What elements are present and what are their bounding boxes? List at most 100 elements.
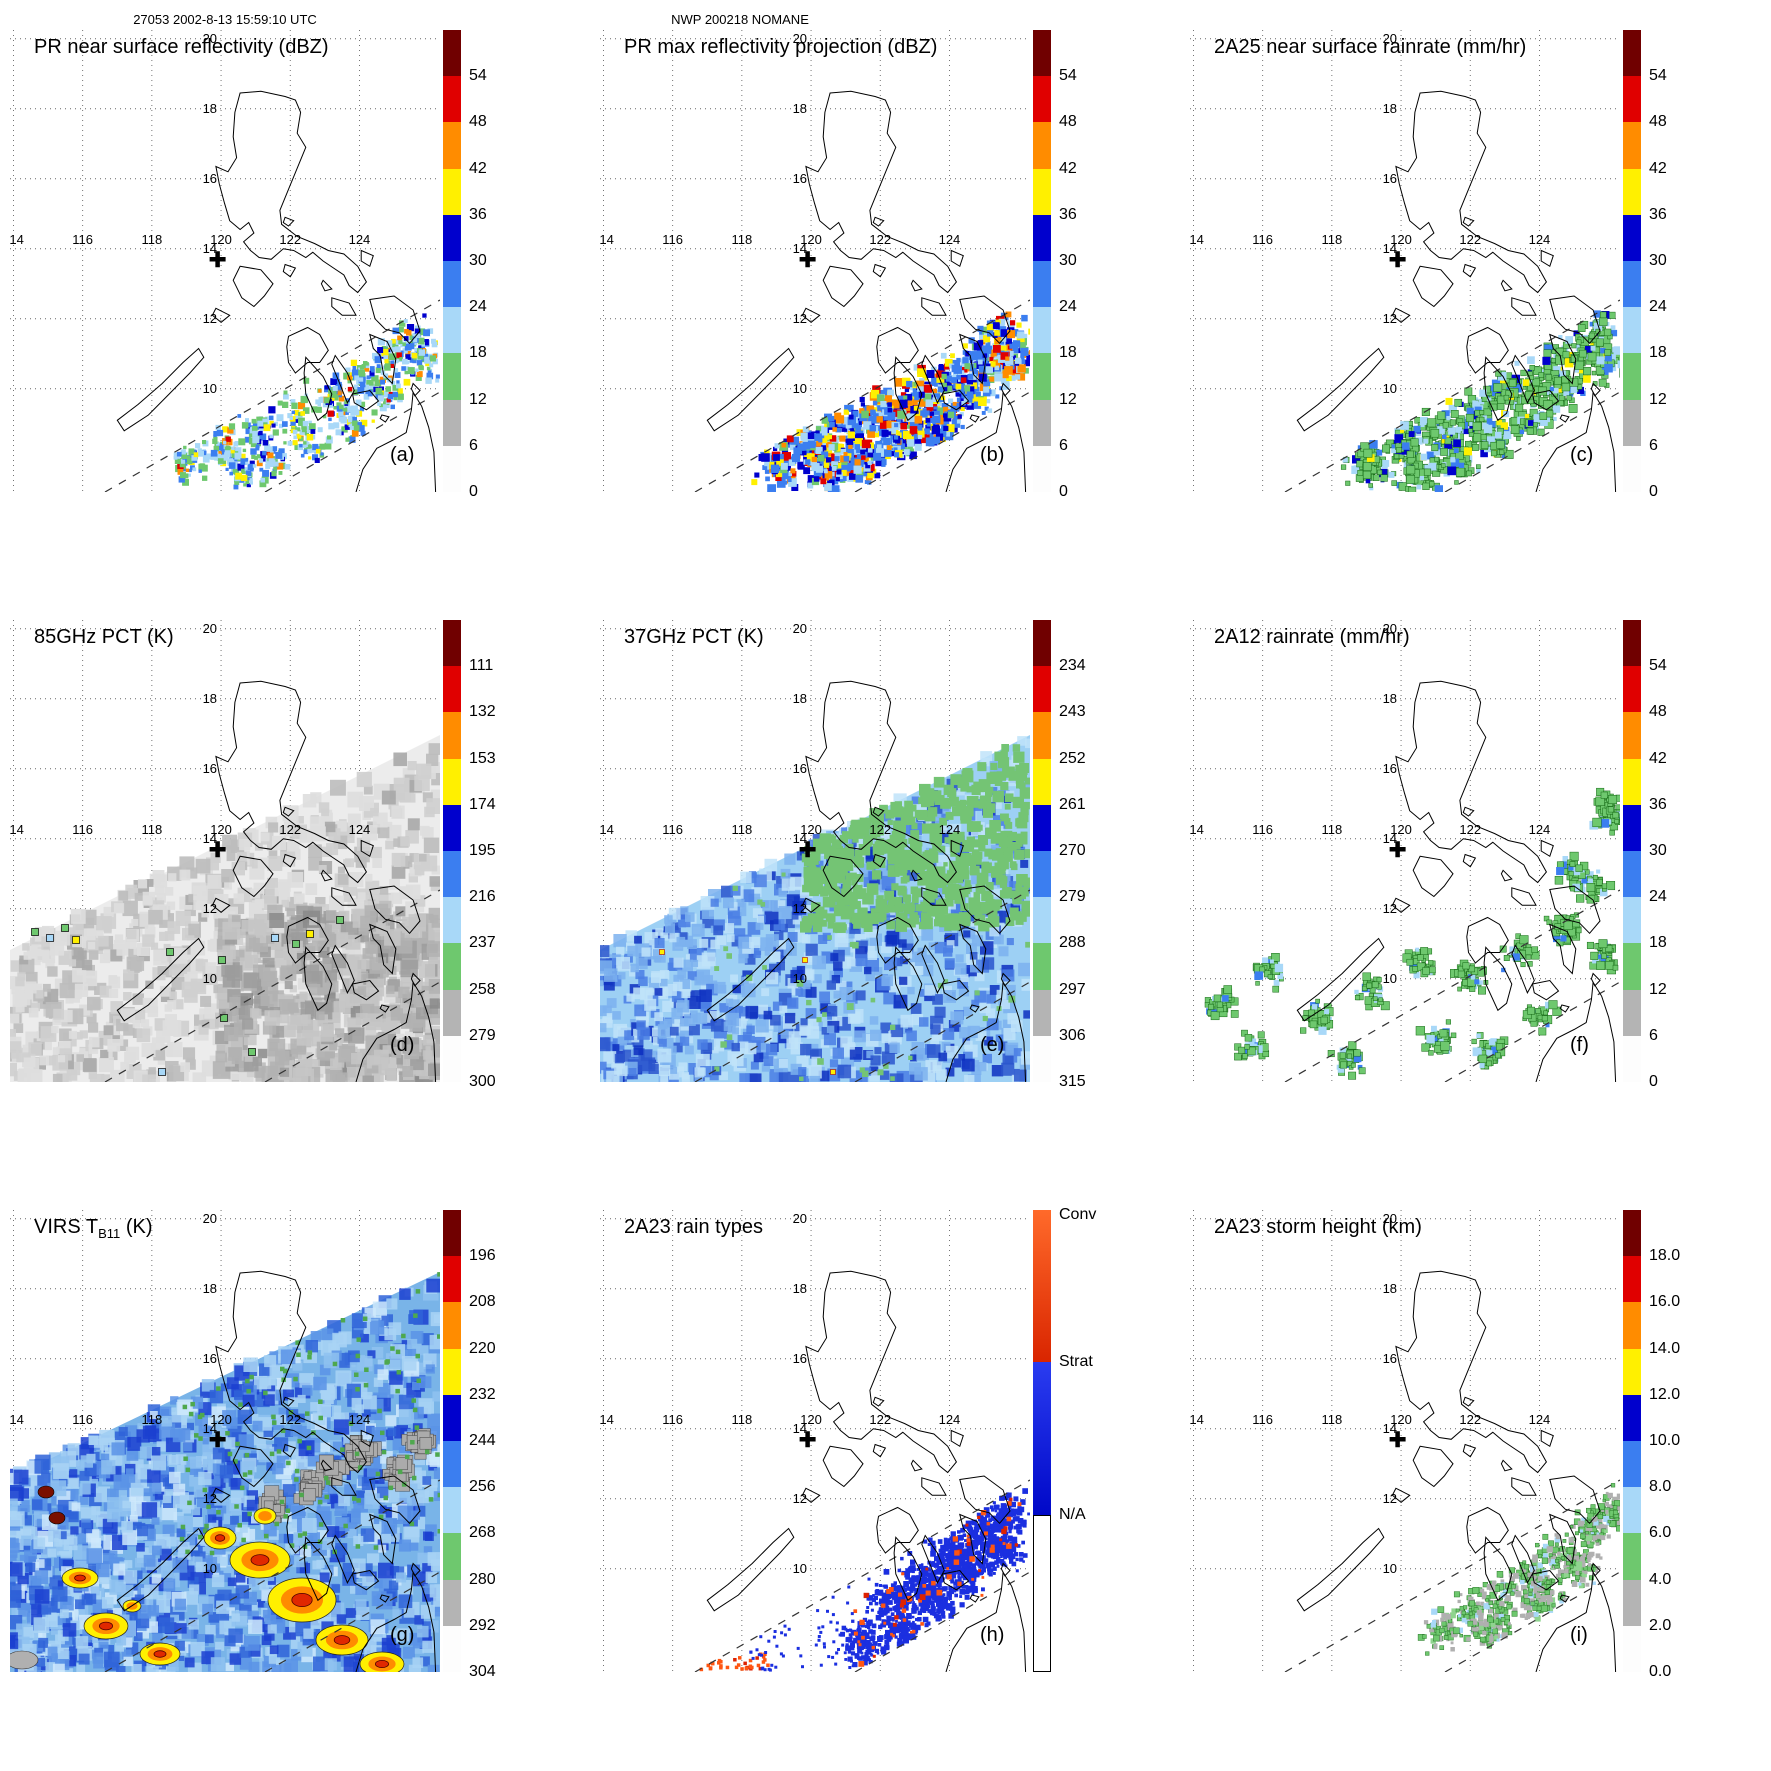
- coastline: [1296, 680, 1617, 1082]
- colorbar-segment: [1623, 261, 1641, 308]
- figure-id-label: NWP 200218 NOMANE: [671, 12, 809, 27]
- lat-label: 20: [1383, 1211, 1397, 1226]
- lat-label: 10: [203, 971, 217, 986]
- swath-edge-dashed-lines: [694, 1479, 1030, 1672]
- colorbar-tick-label: 6: [1649, 1026, 1658, 1044]
- lat-label: 10: [793, 1561, 807, 1576]
- lon-label: 118: [1321, 232, 1342, 247]
- colorbar-segment: [1033, 214, 1051, 261]
- lon-label: 116: [662, 1412, 683, 1427]
- colorbar-segment: [443, 353, 461, 400]
- swath-edge-dashed-lines: [694, 889, 1030, 1082]
- colorbar-segment: [1623, 307, 1641, 354]
- colorbar-segment: [1623, 989, 1641, 1036]
- title-subscript: B11: [98, 1226, 121, 1241]
- lon-label: 116: [72, 822, 93, 837]
- colorbar-tick-label: 24: [1649, 888, 1667, 906]
- colorbar-bar-c: [1623, 30, 1641, 492]
- colorbar-tick-label: 18: [469, 344, 487, 362]
- colorbar-tick-label: 297: [1059, 980, 1086, 998]
- colorbar-tick-label: 6: [1059, 436, 1068, 454]
- lat-label: 20: [793, 621, 807, 636]
- lon-label: 120: [210, 232, 232, 247]
- map-panel-c: 114 116 118 120 122 124 20 18 16 14 12 10: [1190, 30, 1620, 492]
- lat-label: 20: [1383, 621, 1397, 636]
- colorbar-tick-label: N/A: [1059, 1505, 1086, 1523]
- colorbar-bar-d: [443, 620, 461, 1082]
- swath-edge-dashed-lines: [1284, 1479, 1620, 1672]
- map-panel-d: 114 116 118 120 122 124 20 18 16 14 12 10: [10, 620, 440, 1082]
- colorbar-segment: [1623, 851, 1641, 898]
- colorbar-tick-label: 306: [1059, 1026, 1086, 1044]
- lon-label: 114: [10, 1412, 24, 1427]
- lat-label: 12: [793, 1491, 807, 1506]
- colorbar-g: 196 208 220 232 244 256 268 280 292 304: [443, 1210, 583, 1680]
- colorbar-tick-label: 42: [1059, 159, 1077, 177]
- lat-label: 18: [203, 101, 217, 116]
- colorbar-tick-label: 279: [1059, 888, 1086, 906]
- colorbar-tick-label: 8.0: [1649, 1478, 1672, 1496]
- lon-label: 120: [1390, 822, 1412, 837]
- corner-label-d: (d): [390, 1034, 415, 1056]
- colorbar-tick-label: 6: [469, 436, 478, 454]
- storm-center-marker: [1389, 251, 1406, 268]
- lon-label: 120: [800, 232, 822, 247]
- colorbar-segment: [1033, 353, 1051, 400]
- colorbar-tick-label: 30: [469, 252, 487, 269]
- lon-label: 120: [1390, 232, 1412, 247]
- lat-label: 16: [203, 1351, 217, 1366]
- lat-label: 14: [793, 831, 807, 846]
- colorbar-tick-label: 6.0: [1649, 1524, 1672, 1542]
- colorbar-a: 54 48 42 36 30 24 18 12 6 0: [443, 30, 583, 500]
- lat-label: 16: [793, 1351, 807, 1366]
- colorbar-segment: [443, 30, 461, 77]
- colorbar-segment: [1623, 897, 1641, 944]
- colorbar-tick-label: 54: [469, 67, 487, 85]
- title-text-suffix: (K): [120, 1216, 153, 1238]
- graticule-labels: 114 116 118 120 122 124 20 18 16 14 12 10: [10, 31, 370, 396]
- colorbar-tick-label: 12: [469, 390, 487, 408]
- colorbar-tick-label: 48: [469, 113, 487, 131]
- colorbar-segment: [1623, 168, 1641, 215]
- lon-label: 124: [349, 822, 371, 837]
- lat-label: 18: [793, 101, 807, 116]
- lon-label: 122: [1459, 232, 1481, 247]
- lat-label: 18: [203, 691, 217, 706]
- colorbar-tick-label: 243: [1059, 703, 1086, 721]
- colorbar-tick-label: 304: [469, 1663, 496, 1680]
- colorbar-segment: [1623, 1348, 1641, 1395]
- lat-label: 20: [793, 1211, 807, 1226]
- lat-label: 12: [1383, 1491, 1397, 1506]
- lon-label: 116: [1252, 1412, 1273, 1427]
- storm-center-marker: [799, 841, 816, 858]
- colorbar-tick-label: 42: [469, 159, 487, 177]
- lat-label: 16: [793, 171, 807, 186]
- colorbar-tick-label: 48: [1649, 703, 1667, 721]
- lon-label: 114: [600, 1412, 614, 1427]
- lat-label: 18: [1383, 1281, 1397, 1296]
- colorbar-bar-e: [1033, 620, 1051, 1082]
- colorbar-bar-i: [1623, 1210, 1641, 1672]
- lat-label: 12: [1383, 901, 1397, 916]
- swath-edge-dashed-lines: [694, 299, 1030, 492]
- lon-label: 124: [349, 232, 371, 247]
- lat-label: 16: [203, 171, 217, 186]
- lat-label: 16: [1383, 1351, 1397, 1366]
- lat-label: 20: [203, 1211, 217, 1226]
- colorbar-segment: [1623, 666, 1641, 713]
- colorbar-tick-label: Strat: [1059, 1353, 1093, 1371]
- colorbar-segment: [443, 804, 461, 851]
- lon-label: 118: [1321, 1412, 1342, 1427]
- storm-center-marker: [1389, 1431, 1406, 1448]
- panel-g: VIRS TB11 (K) 114 116 118 120 122 124 20 18 16 14…: [0, 1180, 590, 1770]
- lon-label: 118: [731, 232, 752, 247]
- colorbar-bar-f: [1623, 620, 1641, 1082]
- colorbar-segment: [443, 1579, 461, 1626]
- lon-label: 124: [1529, 1412, 1551, 1427]
- coastline: [706, 680, 1027, 1082]
- colorbar-tick-label: 268: [469, 1524, 496, 1542]
- colorbar-tick-label: 153: [469, 749, 496, 767]
- colorbar-tick-label: 288: [1059, 934, 1086, 952]
